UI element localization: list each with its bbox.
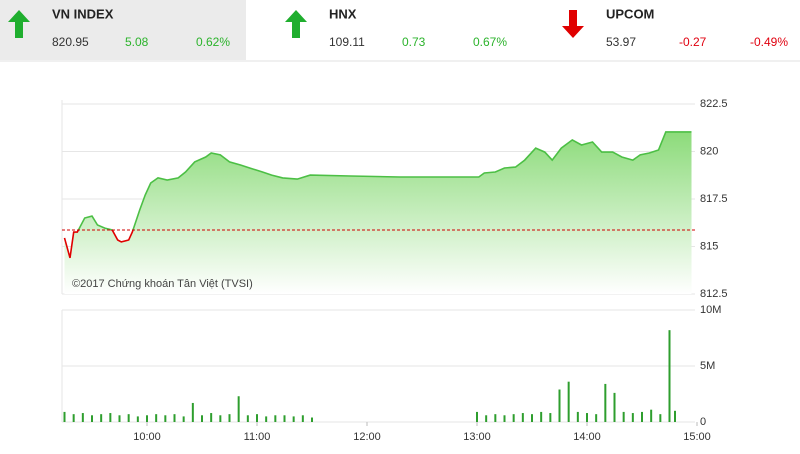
arrow-down-icon <box>562 10 584 38</box>
volume-bar <box>246 415 249 422</box>
volume-bar <box>558 389 561 422</box>
volume-bar <box>136 416 139 422</box>
volume-bar <box>659 414 662 422</box>
volume-bar <box>668 330 671 422</box>
volume-bar <box>576 411 579 422</box>
y-tick-label: 820 <box>700 145 718 157</box>
volume-bar <box>521 413 524 422</box>
volume-bar <box>191 402 194 422</box>
x-tick-label: 12:00 <box>353 431 381 443</box>
volume-bar <box>256 414 258 422</box>
index-percent: 0.62% <box>196 35 230 49</box>
volume-bar <box>81 413 84 422</box>
arrow-up-icon <box>8 10 30 38</box>
price-line <box>63 131 692 259</box>
volume-bar <box>476 411 478 422</box>
volume-bar <box>210 413 213 422</box>
volume-bar <box>100 414 103 422</box>
index-name: HNX <box>329 6 357 21</box>
y-tick-label: 812.5 <box>700 288 728 300</box>
volume-bar <box>118 415 121 422</box>
x-tick-label: 13:00 <box>463 431 491 443</box>
y-tick-label: 815 <box>700 240 718 252</box>
x-tick-label: 11:00 <box>244 431 271 443</box>
volume-bar <box>292 416 295 422</box>
volume-bar <box>613 392 616 422</box>
y-tick-label: 5M <box>700 360 715 372</box>
volume-bar <box>109 413 112 422</box>
y-tick-label: 10M <box>700 304 721 316</box>
volume-bar <box>219 415 222 422</box>
volume-bar <box>650 409 653 422</box>
index-percent: -0.49% <box>750 35 788 49</box>
index-change: 0.73 <box>402 35 426 49</box>
volume-bar <box>274 415 277 422</box>
index-name: VN INDEX <box>52 6 114 21</box>
volume-bar <box>146 415 148 422</box>
volume-bar <box>622 411 625 422</box>
volume-bar <box>494 414 497 422</box>
volume-bar <box>237 396 240 422</box>
y-tick-label: 822.5 <box>700 98 728 110</box>
volume-bar <box>595 414 598 422</box>
volume-bar <box>155 414 158 422</box>
volume-bar <box>512 414 515 422</box>
volume-bar <box>604 383 607 422</box>
volume-bar <box>674 410 676 422</box>
volume-bar <box>586 413 588 422</box>
volume-bar <box>641 411 643 422</box>
volume-bar <box>265 416 268 422</box>
volume-bar <box>63 411 66 422</box>
volume-bar <box>228 414 231 422</box>
volume-bar <box>631 413 634 422</box>
volume-bar <box>485 415 488 422</box>
index-value: 109.11 <box>329 35 365 49</box>
volume-bar <box>283 415 286 422</box>
volume-bar <box>164 415 167 422</box>
index-change: -0.27 <box>679 35 707 49</box>
x-tick-label: 14:00 <box>573 431 601 443</box>
volume-bar <box>127 414 130 422</box>
volume-bar <box>301 415 304 422</box>
y-tick-label: 0 <box>700 416 706 428</box>
volume-bar <box>182 416 185 422</box>
volume-bar <box>91 415 93 422</box>
volume-bar <box>567 381 570 422</box>
volume-bar <box>503 415 506 422</box>
volume-bar <box>311 417 313 422</box>
volume-bar <box>201 415 203 422</box>
volume-bar <box>531 414 533 422</box>
x-tick-label: 10:00 <box>133 431 161 443</box>
volume-bar <box>540 411 543 422</box>
volume-bar <box>549 413 552 422</box>
watermark: ©2017 Chứng khoán Tân Việt (TVSI) <box>72 278 253 290</box>
volume-bar <box>173 414 176 422</box>
index-name: UPCOM <box>606 6 654 21</box>
index-percent: 0.67% <box>473 35 507 49</box>
header-highlight <box>0 0 246 60</box>
x-tick-label: 15:00 <box>683 431 711 443</box>
index-change: 5.08 <box>125 35 149 49</box>
volume-bar <box>72 414 75 422</box>
index-value: 53.97 <box>606 35 636 49</box>
index-value: 820.95 <box>52 35 89 49</box>
price-area <box>64 131 692 294</box>
y-tick-label: 817.5 <box>700 193 728 205</box>
arrow-up-icon <box>285 10 307 38</box>
